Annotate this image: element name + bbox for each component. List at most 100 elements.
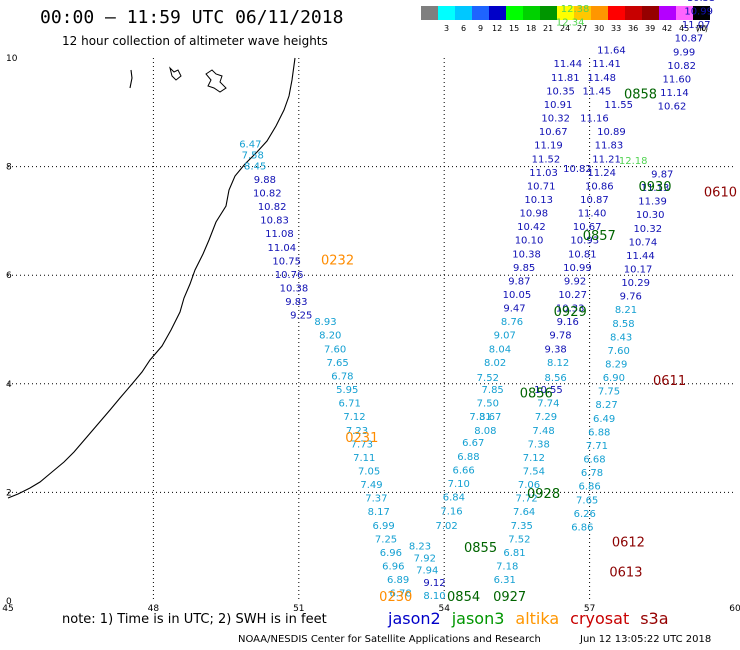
wave-height-reading: 8.10 (423, 591, 445, 602)
wave-height-reading: 9.47 (503, 304, 525, 315)
wave-height-reading: 13.44 (561, 0, 590, 1)
x-tick-label: 45 (2, 604, 13, 614)
wave-height-reading: 10.75 (272, 256, 301, 267)
wave-height-reading: 7.92 (414, 553, 436, 564)
legend-label: 70 (696, 24, 707, 33)
wave-height-reading: 9.87 (508, 276, 530, 287)
legend-label: 39 (645, 24, 656, 33)
wave-height-reading: 7.50 (477, 399, 499, 410)
island-outline (129, 69, 133, 89)
wave-height-reading: 11.81 (551, 73, 580, 84)
pass-time-label: 0612 (612, 536, 645, 551)
wave-height-reading: 9.76 (620, 292, 642, 303)
y-tick-label: 8 (6, 163, 12, 173)
wave-height-reading: 11.13 (641, 183, 670, 194)
wave-height-reading: 6.47 (239, 140, 261, 151)
wave-height-reading: 9.85 (513, 263, 535, 274)
wave-height-reading: 10.38 (280, 283, 309, 294)
wave-height-reading: 10.91 (544, 100, 573, 111)
wave-height-reading: 6.89 (387, 575, 409, 586)
legend-label: 42 (662, 24, 673, 33)
wave-height-reading: 10.35 (546, 86, 575, 97)
island-outline (169, 66, 182, 81)
pass-time-label: 0855 (464, 541, 497, 556)
wave-height-reading: 7.38 (528, 439, 550, 450)
wave-height-reading: 10.55 (534, 385, 563, 396)
wave-height-reading: 6.78 (581, 468, 603, 479)
wave-height-reading: 10.76 (275, 270, 304, 281)
wave-height-reading: 7.25 (375, 534, 397, 545)
legend-label: 9 (478, 24, 484, 33)
wave-height-reading: 10.17 (624, 264, 653, 275)
legend-swatch (693, 6, 710, 20)
wave-height-reading: 9.12 (423, 578, 445, 589)
legend-swatch (455, 6, 472, 20)
x-tick-label: 51 (293, 604, 304, 614)
wave-height-reading: 10.74 (629, 237, 658, 248)
wave-height-reading: 10.71 (527, 181, 556, 192)
wave-height-reading: 11.14 (660, 88, 689, 99)
wave-height-reading: 7.49 (360, 480, 382, 491)
legend-label: 30 (594, 24, 605, 33)
wave-height-reading: 7.71 (586, 441, 608, 452)
legend-label: 36 (628, 24, 639, 33)
wave-height-reading: 8.21 (615, 305, 637, 316)
wave-height-reading: 11.08 (265, 229, 294, 240)
footer-credit: NOAA/NESDIS Center for Satellite Applica… (238, 634, 541, 645)
satellite-label-cryosat: cryosat (570, 609, 630, 628)
axis-tick-labels: 45 48 51 54 57 60 10 8 6 4 2 0 (2, 54, 740, 614)
pass-time-label: 0613 (609, 566, 642, 581)
wave-height-reading: 10.87 (580, 195, 609, 206)
wave-height-reading: 7.64 (513, 507, 535, 518)
wave-height-reading: 7.31 (469, 412, 491, 423)
wave-height-reading: 7.12 (523, 453, 545, 464)
wave-height-reading: 9.88 (254, 175, 276, 186)
legend-label: 33 (611, 24, 622, 33)
wave-height-reading: 9.25 (290, 311, 312, 322)
wave-height-reading: 7.29 (535, 412, 557, 423)
y-tick-label: 10 (6, 54, 18, 64)
wave-height-reading: 11.16 (580, 114, 609, 125)
wave-height-reading: 7.60 (608, 346, 630, 357)
wave-height-reading: 6.49 (593, 414, 615, 425)
wave-height-reading: 8.04 (489, 344, 511, 355)
wave-height-reading: 8.45 (244, 161, 266, 172)
wave-height-reading: 10.82 (667, 61, 696, 72)
wave-height-reading: 11.24 (587, 168, 616, 179)
wave-height-reading: 7.48 (532, 426, 554, 437)
legend-swatch (574, 6, 591, 20)
wave-height-reading: 8.43 (610, 332, 632, 343)
satellite-label-jason3: jason3 (451, 609, 505, 628)
wave-height-reading: 7.37 (365, 494, 387, 505)
wave-height-reading: 9.99 (673, 47, 695, 58)
pass-time-label: 0611 (653, 374, 686, 389)
pass-time-label: 0928 (527, 487, 560, 502)
wave-height-reading: 7.18 (496, 562, 518, 573)
wave-height-reading: 9.87 (651, 169, 673, 180)
wave-height-reading: 6.81 (503, 548, 525, 559)
wave-height-reading: 11.39 (638, 197, 667, 208)
wave-height-reading: 6.78 (389, 589, 411, 600)
wave-height-reading: 8.76 (501, 317, 523, 328)
wave-height-reading: 12.18 (619, 156, 648, 167)
wave-height-reading: 7.60 (324, 344, 346, 355)
wave-height-reading: 7.12 (343, 412, 365, 423)
wave-height-reading: 7.75 (598, 387, 620, 398)
map-title: 00:00 – 11:59 UTC 06/11/2018 (40, 7, 344, 28)
pass-time-label: 0930 (638, 180, 671, 195)
pass-time-label: 0856 (520, 386, 553, 401)
pass-time-label: 0230 (379, 590, 412, 605)
wave-height-reading: 12.38 (561, 4, 590, 15)
pass-time-label: 0927 (493, 590, 526, 605)
wave-height-reading: 10.87 (675, 34, 704, 45)
wave-height-reading: 6.71 (339, 399, 361, 410)
legend-label: 45 (679, 24, 690, 33)
wave-height-reading: 11.64 (597, 46, 626, 57)
satellite-label-jason2: jason2 (388, 609, 441, 628)
wave-height-reading: 11.45 (583, 86, 612, 97)
pass-time-label: 0854 (447, 590, 480, 605)
wave-height-reading: 6.68 (583, 455, 605, 466)
wave-height-reading: 11.44 (626, 251, 655, 262)
wave-height-reading: 6.86 (578, 482, 600, 493)
